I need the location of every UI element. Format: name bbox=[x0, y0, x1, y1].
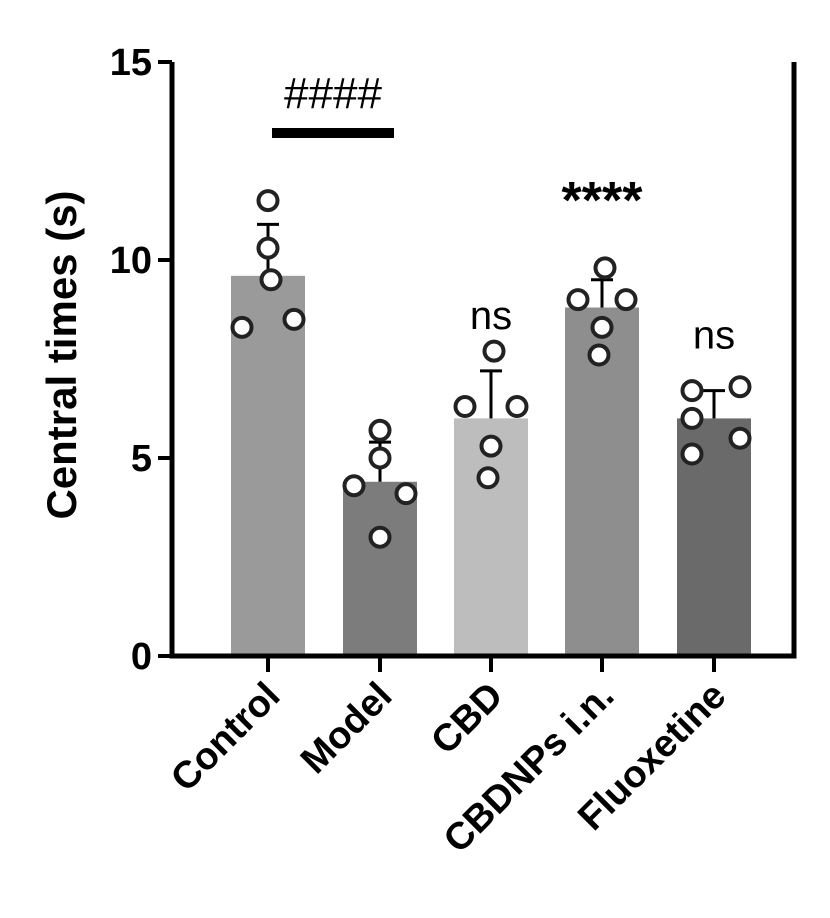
significance-label-4: ns bbox=[693, 314, 735, 358]
data-point-4-4 bbox=[683, 445, 702, 464]
y-tick-label: 10 bbox=[110, 240, 152, 282]
y-tick-label: 5 bbox=[131, 438, 152, 480]
data-point-2-3 bbox=[482, 437, 501, 456]
data-point-0-4 bbox=[285, 310, 304, 329]
significance-label-2: ns bbox=[470, 294, 512, 338]
x-tick-label: CBD bbox=[423, 675, 511, 763]
data-point-1-0 bbox=[371, 421, 390, 440]
data-point-2-1 bbox=[456, 397, 475, 416]
data-point-1-3 bbox=[397, 484, 416, 503]
data-point-4-1 bbox=[731, 377, 750, 396]
data-point-0-3 bbox=[233, 318, 252, 337]
data-point-3-2 bbox=[617, 290, 636, 309]
data-point-4-2 bbox=[683, 409, 702, 428]
data-point-3-4 bbox=[590, 346, 609, 365]
data-point-3-1 bbox=[569, 290, 588, 309]
data-point-4-3 bbox=[731, 429, 750, 448]
data-point-3-3 bbox=[593, 318, 612, 337]
data-point-0-2 bbox=[262, 270, 281, 289]
data-point-3-0 bbox=[596, 258, 615, 277]
data-point-1-1 bbox=[371, 449, 390, 468]
data-point-2-2 bbox=[508, 397, 527, 416]
x-tick-label: Control bbox=[163, 675, 288, 800]
data-point-0-1 bbox=[259, 239, 278, 258]
data-point-1-4 bbox=[371, 528, 390, 547]
y-axis-label: Central times (s) bbox=[38, 190, 85, 519]
y-tick-label: 15 bbox=[110, 42, 152, 84]
comparison-label: #### bbox=[284, 69, 382, 118]
data-point-2-4 bbox=[479, 468, 498, 487]
data-point-1-2 bbox=[345, 476, 364, 495]
plot-area: 051015ControlModelCBDCBDNPs i.n.Fluoxeti… bbox=[38, 42, 794, 861]
significance-label-3: **** bbox=[562, 172, 644, 230]
x-tick-label: Model bbox=[293, 675, 400, 782]
data-point-0-0 bbox=[259, 191, 278, 210]
data-point-4-0 bbox=[683, 381, 702, 400]
bar-1 bbox=[343, 482, 417, 656]
y-tick-label: 0 bbox=[131, 636, 152, 678]
data-point-2-0 bbox=[485, 342, 504, 361]
